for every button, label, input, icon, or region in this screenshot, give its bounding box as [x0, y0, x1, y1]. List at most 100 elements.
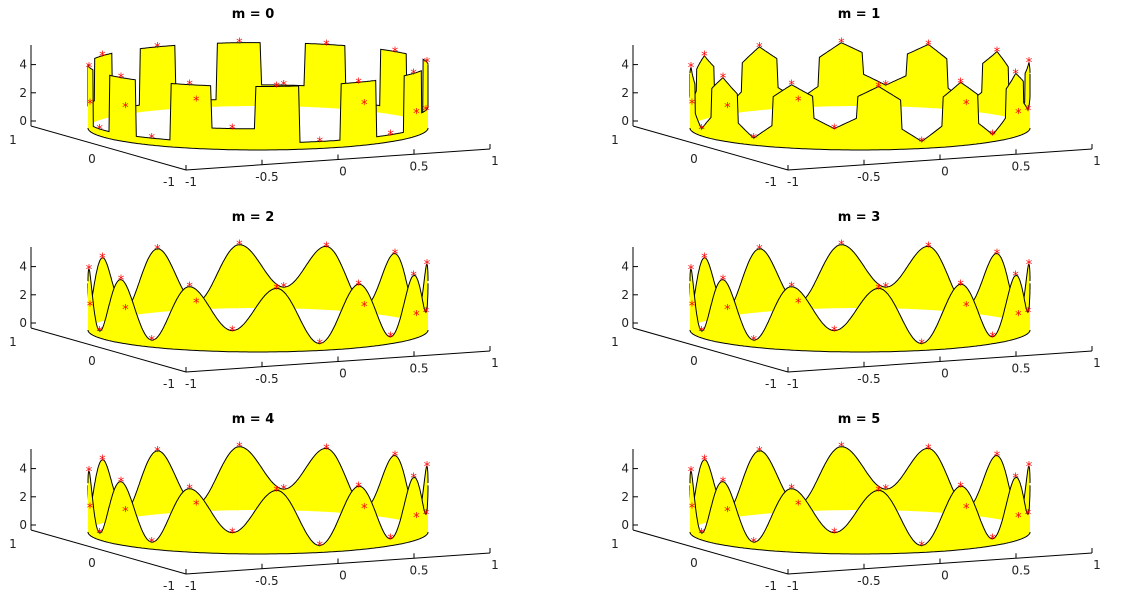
y-tick-label: 1 — [611, 133, 619, 147]
y-tick-label: 0 — [690, 556, 698, 570]
sample-point-marker: * — [236, 37, 243, 52]
x-tick-label: -0.5 — [857, 372, 880, 386]
sample-point-marker: * — [355, 480, 362, 495]
sample-point-marker: * — [838, 239, 845, 254]
z-tick-label: 2 — [19, 288, 27, 302]
subplot-title: m = 0 — [232, 7, 275, 22]
y-tick-label: -1 — [163, 377, 175, 391]
sample-point-marker: * — [1026, 56, 1033, 71]
z-tick-label: 2 — [19, 490, 27, 504]
x-tick-label: 1 — [491, 154, 499, 168]
sample-point-marker: * — [875, 80, 882, 95]
sample-point-marker: * — [919, 337, 926, 352]
y-tick-label: -1 — [163, 579, 175, 593]
sample-point-marker: * — [689, 300, 696, 315]
x-tick-label: -1 — [185, 579, 197, 593]
sample-point-marker: * — [689, 98, 696, 113]
sample-point-marker: * — [795, 296, 802, 311]
sample-point-marker: * — [410, 67, 417, 82]
sample-point-marker: * — [989, 129, 996, 144]
sample-point-marker: * — [99, 50, 106, 65]
sample-point-marker: * — [424, 56, 431, 71]
y-tick-label: 1 — [9, 133, 17, 147]
sample-point-marker: * — [193, 94, 200, 109]
sample-point-marker: * — [361, 502, 368, 517]
x-tick-label: -1 — [185, 175, 197, 189]
z-tick-label: 2 — [621, 288, 629, 302]
sample-point-marker: * — [280, 79, 287, 94]
sample-point-marker: * — [86, 61, 93, 76]
y-tick-label: 0 — [690, 152, 698, 166]
z-tick-label: 0 — [19, 518, 27, 532]
sample-point-marker: * — [756, 243, 763, 258]
x-tick-label: -1 — [787, 175, 799, 189]
z-tick-label: 2 — [621, 86, 629, 100]
subplot-5: m = 502410-1 -1 -0.5 0 0.5 1*****************… — [611, 412, 1101, 593]
x-tick-label: -0.5 — [255, 574, 278, 588]
sample-point-marker: * — [919, 135, 926, 150]
sample-point-marker: * — [1026, 258, 1033, 273]
sample-point-marker: * — [788, 281, 795, 296]
sample-point-marker: * — [720, 72, 727, 87]
sample-point-marker: * — [387, 331, 394, 346]
sample-point-marker: * — [788, 79, 795, 94]
sample-point-marker: * — [273, 282, 280, 297]
sample-point-marker: * — [99, 454, 106, 469]
sample-point-marker: * — [875, 282, 882, 297]
sample-point-marker: * — [698, 527, 705, 542]
x-tick-label: -1 — [787, 377, 799, 391]
sample-point-marker: * — [229, 325, 236, 340]
x-tick-label: 0.5 — [1011, 159, 1030, 173]
sample-point-marker: * — [229, 527, 236, 542]
x-tick-label: 0 — [941, 165, 949, 179]
sample-point-marker: * — [788, 483, 795, 498]
sample-point-marker: * — [423, 508, 430, 523]
sample-point-marker: * — [838, 37, 845, 52]
sample-point-marker: * — [1015, 511, 1022, 526]
x-tick-label: 0.5 — [1011, 361, 1030, 375]
sample-point-marker: * — [410, 269, 417, 284]
sample-point-marker: * — [323, 38, 330, 53]
sample-point-marker: * — [122, 303, 129, 318]
sample-point-marker: * — [919, 539, 926, 554]
sample-point-marker: * — [154, 243, 161, 258]
z-tick-label: 0 — [19, 114, 27, 128]
subplot-title: m = 2 — [232, 210, 275, 225]
x-tick-label: 0.5 — [409, 159, 428, 173]
sample-point-marker: * — [96, 325, 103, 340]
sample-point-marker: * — [236, 441, 243, 456]
sample-point-marker: * — [154, 41, 161, 56]
sample-point-marker: * — [317, 539, 324, 554]
sample-point-marker: * — [193, 296, 200, 311]
sample-point-marker: * — [750, 334, 757, 349]
sample-point-marker: * — [118, 274, 125, 289]
subplot-title: m = 5 — [838, 412, 881, 427]
x-tick-label: 0 — [339, 569, 347, 583]
sample-point-marker: * — [122, 101, 129, 116]
sample-point-marker: * — [423, 306, 430, 321]
y-tick-label: -1 — [765, 579, 777, 593]
y-tick-label: 1 — [611, 335, 619, 349]
sample-point-marker: * — [323, 442, 330, 457]
sample-point-marker: * — [148, 334, 155, 349]
y-tick-label: 0 — [88, 354, 96, 368]
z-tick-label: 4 — [19, 462, 27, 476]
sample-point-marker: * — [1025, 306, 1032, 321]
sample-point-marker: * — [963, 502, 970, 517]
sample-point-marker: * — [882, 483, 889, 498]
sample-point-marker: * — [925, 240, 932, 255]
sample-point-marker: * — [994, 450, 1001, 465]
sample-point-marker: * — [229, 123, 236, 138]
z-tick-label: 4 — [621, 260, 629, 274]
z-tick-label: 0 — [19, 316, 27, 330]
y-tick-label: 1 — [611, 537, 619, 551]
sample-point-marker: * — [795, 498, 802, 513]
z-tick-label: 0 — [621, 316, 629, 330]
sample-point-marker: * — [925, 38, 932, 53]
sample-point-marker: * — [86, 465, 93, 480]
sample-point-marker: * — [387, 129, 394, 144]
sample-point-marker: * — [1015, 309, 1022, 324]
sample-point-marker: * — [989, 331, 996, 346]
sample-point-marker: * — [831, 325, 838, 340]
